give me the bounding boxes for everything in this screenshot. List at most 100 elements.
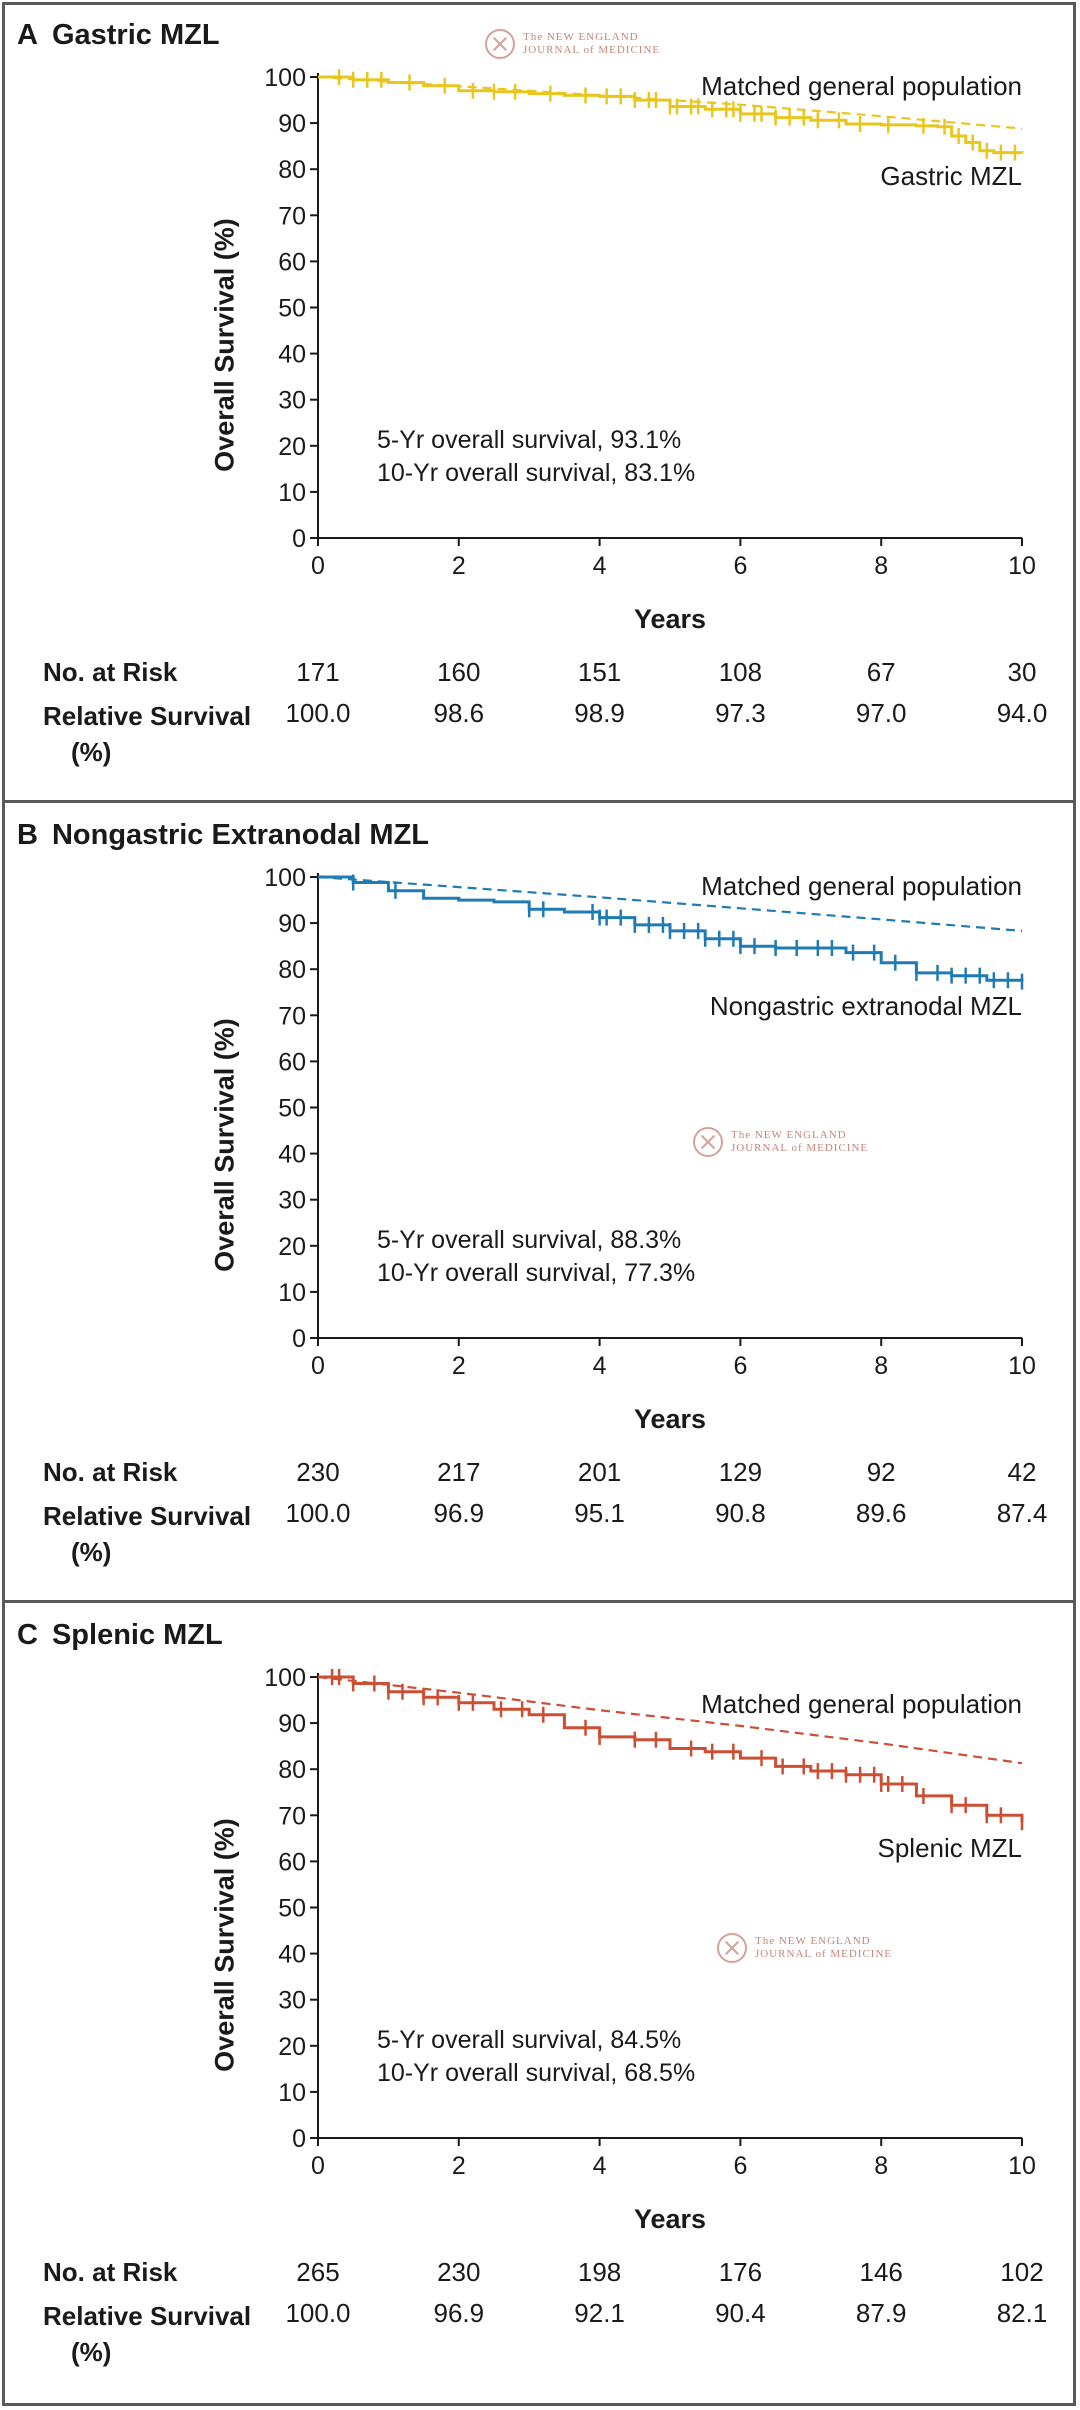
y-tick-label: 40 xyxy=(278,341,306,369)
x-tick-label: 4 xyxy=(593,552,607,580)
x-tick-label: 8 xyxy=(874,2152,888,2180)
y-tick-label: 30 xyxy=(278,1987,306,2015)
nejm-watermark: The NEW ENGLAND JOURNAL of MEDICINE xyxy=(693,1127,868,1157)
x-tick-label: 10 xyxy=(1008,1352,1036,1380)
no-at-risk-value: 176 xyxy=(718,2257,763,2287)
y-tick-label: 80 xyxy=(278,156,306,184)
x-tick-label: 8 xyxy=(874,552,888,580)
survival-chart: 0 10 20 30 40 50 60 70 80 90 100 0 2 4 6 8 10 Years Matche… xyxy=(264,864,1036,1434)
y-tick-label: 70 xyxy=(278,202,306,230)
relative-survival-value: 98.6 xyxy=(433,698,485,728)
population-series-line xyxy=(317,1675,1023,1765)
survival-annotation: 10-Yr overall survival, 68.5% xyxy=(377,2059,695,2087)
relative-survival-value: 100.0 xyxy=(285,698,351,728)
x-tick-label: 2 xyxy=(452,2152,466,2180)
panel-title: B Nongastric Extranodal MZL xyxy=(17,819,429,852)
population-series-label: Matched general population xyxy=(701,71,1022,101)
no-at-risk-value: 160 xyxy=(437,657,481,687)
relative-survival-label: Relative Survival (%) xyxy=(43,2301,252,2367)
survival-chart: 0 10 20 30 40 50 60 70 80 90 100 0 2 4 6 8 10 Years Matche… xyxy=(264,64,1036,634)
x-tick-label: 4 xyxy=(593,1352,607,1380)
no-at-risk-value: 129 xyxy=(718,1457,763,1487)
y-tick-label: 80 xyxy=(278,1756,306,1784)
no-at-risk-value: 151 xyxy=(577,657,622,687)
relative-survival-value: 100.0 xyxy=(285,2298,351,2328)
x-axis-label: Years xyxy=(634,604,706,634)
survival-annotation: 10-Yr overall survival, 77.3% xyxy=(377,1259,695,1287)
y-tick-label: 40 xyxy=(278,1141,306,1169)
y-tick-label: 10 xyxy=(278,2079,306,2107)
survival-series-label: Splenic MZL xyxy=(878,1833,1023,1863)
y-tick-label: 70 xyxy=(278,1002,306,1030)
panel-splenic: C Splenic MZL Overall Survival (%) 0 10 20 3… xyxy=(5,1605,1075,2405)
no-at-risk-value: 265 xyxy=(296,2257,340,2287)
no-at-risk-value: 146 xyxy=(859,2257,903,2287)
nejm-logo-icon xyxy=(485,29,515,59)
y-tick-label: 90 xyxy=(278,910,306,938)
panel-title-text: Nongastric Extranodal MZL xyxy=(51,819,429,851)
survival-annotation: 10-Yr overall survival, 83.1% xyxy=(377,459,695,487)
y-tick-label: 40 xyxy=(278,1941,306,1969)
no-at-risk-label: No. at Risk xyxy=(43,2257,178,2287)
x-tick-label: 4 xyxy=(593,2152,607,2180)
y-tick-label: 90 xyxy=(278,110,306,138)
relative-survival-value: 97.3 xyxy=(715,698,766,728)
no-at-risk-value: 198 xyxy=(577,2257,622,2287)
y-tick-label: 50 xyxy=(278,295,306,323)
no-at-risk-label: No. at Risk xyxy=(43,657,178,687)
y-tick-label: 10 xyxy=(278,479,306,507)
relative-survival-value: 96.9 xyxy=(433,2298,485,2328)
x-tick-label: 10 xyxy=(1008,552,1036,580)
survival-annotation: 5-Yr overall survival, 88.3% xyxy=(377,1226,681,1254)
x-axis-label: Years xyxy=(634,2204,706,2234)
y-tick-label: 100 xyxy=(264,1664,306,1692)
relative-survival-label: Relative Survival (%) xyxy=(43,701,252,767)
y-tick-label: 0 xyxy=(292,1325,306,1353)
x-tick-label: 0 xyxy=(311,1352,325,1380)
relative-survival-value: 100.0 xyxy=(285,1498,351,1528)
panel-nongastric: B Nongastric Extranodal MZL Overall Survi… xyxy=(5,805,1075,1605)
y-tick-label: 0 xyxy=(292,2125,306,2153)
no-at-risk-value: 108 xyxy=(718,657,763,687)
no-at-risk-value: 42 xyxy=(1007,1457,1037,1487)
relative-survival-value: 97.0 xyxy=(855,698,907,728)
no-at-risk-value: 67 xyxy=(866,657,896,687)
y-tick-label: 100 xyxy=(264,64,306,92)
no-at-risk-value: 230 xyxy=(296,1457,340,1487)
y-tick-label: 90 xyxy=(278,1710,306,1738)
relative-survival-value: 94.0 xyxy=(996,698,1048,728)
y-tick-label: 50 xyxy=(278,1895,306,1923)
y-tick-label: 70 xyxy=(278,1802,306,1830)
no-at-risk-value: 92 xyxy=(866,1457,896,1487)
relative-survival-value: 96.9 xyxy=(433,1498,485,1528)
relative-survival-value: 87.9 xyxy=(855,2298,907,2328)
x-tick-label: 2 xyxy=(452,1352,466,1380)
x-tick-label: 6 xyxy=(733,552,747,580)
x-tick-label: 6 xyxy=(733,1352,747,1380)
y-tick-label: 10 xyxy=(278,1279,306,1307)
panel-divider xyxy=(5,800,1075,803)
relative-survival-value: 82.1 xyxy=(996,2298,1048,2328)
relative-survival-value: 98.9 xyxy=(574,698,625,728)
no-at-risk-label: No. at Risk xyxy=(43,1457,178,1487)
y-tick-label: 20 xyxy=(278,2033,306,2061)
y-tick-label: 30 xyxy=(278,1187,306,1215)
y-tick-label: 20 xyxy=(278,1233,306,1261)
y-tick-label: 60 xyxy=(278,1048,306,1076)
y-tick-label: 80 xyxy=(278,956,306,984)
population-series-line xyxy=(317,875,1023,932)
y-tick-label: 20 xyxy=(278,433,306,461)
survival-chart: 0 10 20 30 40 50 60 70 80 90 100 0 2 4 6 8 10 Years Matche… xyxy=(264,1664,1036,2234)
nejm-logo-icon xyxy=(693,1127,723,1157)
y-tick-label: 0 xyxy=(292,525,306,553)
relative-survival-value: 87.4 xyxy=(996,1498,1048,1528)
no-at-risk-value: 217 xyxy=(437,1457,481,1487)
survival-series-line xyxy=(318,1675,1024,1823)
survival-annotation: 5-Yr overall survival, 93.1% xyxy=(377,426,681,454)
panel-title-text: Gastric MZL xyxy=(51,19,220,51)
nejm-logo-icon xyxy=(717,1933,747,1963)
relative-survival-value: 89.6 xyxy=(855,1498,907,1528)
nejm-watermark: The NEW ENGLAND JOURNAL of MEDICINE xyxy=(485,29,660,59)
population-series-label: Matched general population xyxy=(701,1689,1022,1719)
